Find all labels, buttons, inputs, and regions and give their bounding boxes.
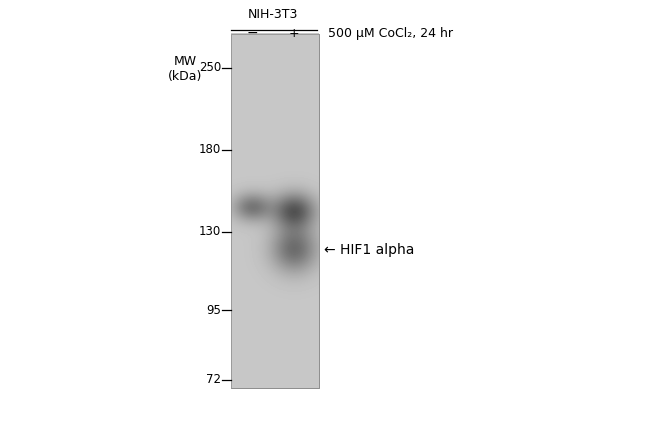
Bar (231, 34, 318, 388)
Text: ← HIF1 alpha: ← HIF1 alpha (324, 243, 414, 257)
Text: −: − (246, 26, 257, 40)
Text: +: + (289, 27, 300, 40)
Text: 500 μM CoCl₂, 24 hr: 500 μM CoCl₂, 24 hr (328, 27, 453, 40)
Text: NIH-3T3: NIH-3T3 (248, 8, 298, 21)
Text: 72: 72 (206, 373, 221, 386)
Text: 130: 130 (199, 225, 221, 238)
Text: MW
(kDa): MW (kDa) (168, 55, 202, 83)
Text: 180: 180 (199, 143, 221, 157)
Text: 250: 250 (199, 61, 221, 74)
Text: 95: 95 (206, 304, 221, 317)
Bar (231, 34, 318, 388)
